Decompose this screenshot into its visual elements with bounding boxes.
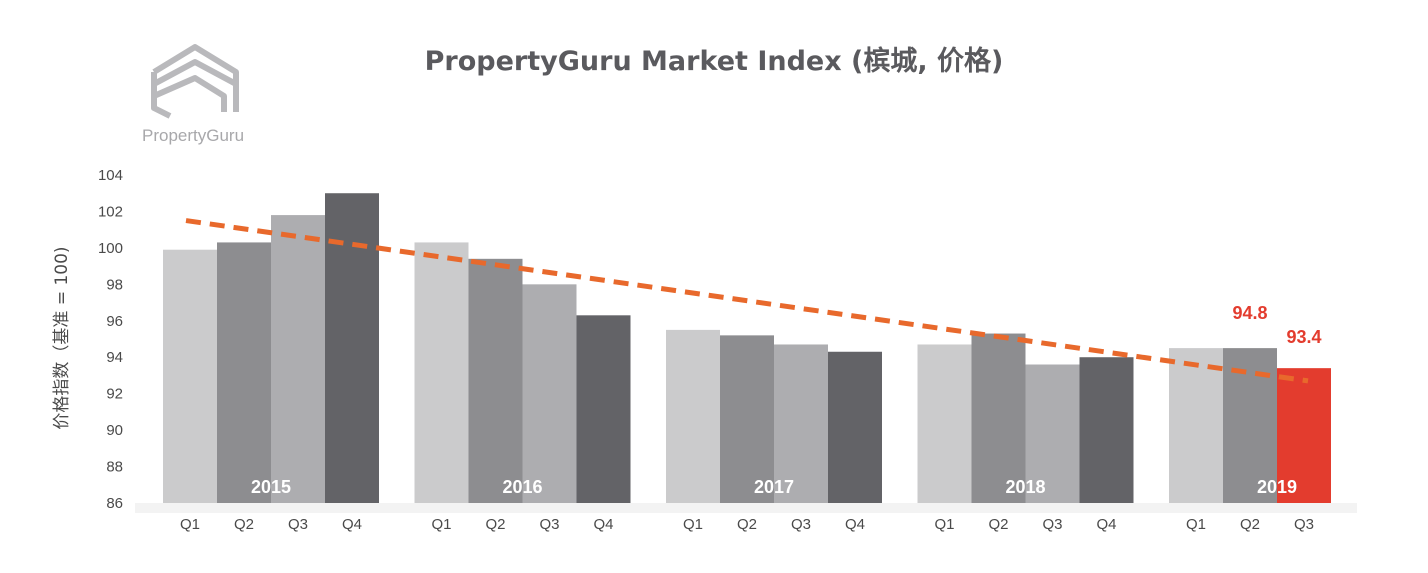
year-label-2016: 2016 bbox=[502, 477, 542, 497]
brand-name: PropertyGuru bbox=[142, 126, 244, 145]
quarter-label: Q3 bbox=[1294, 516, 1314, 533]
quarter-label: Q4 bbox=[593, 516, 613, 533]
quarter-label: Q2 bbox=[988, 516, 1008, 533]
quarter-label: Q3 bbox=[791, 516, 811, 533]
bar-2017-q4 bbox=[828, 351, 882, 503]
year-label-2015: 2015 bbox=[251, 477, 291, 497]
bar-2018-q4 bbox=[1079, 357, 1134, 503]
quarter-label: Q2 bbox=[234, 516, 254, 533]
y-tick-label: 104 bbox=[98, 167, 123, 184]
bar-2018-q2 bbox=[971, 333, 1026, 503]
y-tick-label: 96 bbox=[106, 313, 123, 330]
chart-title: PropertyGuru Market Index (槟城, 价格) bbox=[425, 45, 1004, 77]
y-tick-label: 98 bbox=[106, 276, 123, 293]
bar-2018-q3 bbox=[1025, 364, 1080, 503]
propertyguru-house-logo-icon bbox=[151, 44, 239, 119]
quarter-label: Q4 bbox=[845, 516, 865, 533]
quarter-label: Q2 bbox=[485, 516, 505, 533]
quarter-label: Q1 bbox=[683, 516, 703, 533]
y-tick-label: 90 bbox=[106, 422, 123, 439]
trend-line bbox=[185, 218, 1309, 384]
quarter-label: Q1 bbox=[431, 516, 451, 533]
quarter-label: Q4 bbox=[342, 516, 362, 533]
data-labels: 94.8 93.4 bbox=[1232, 303, 1321, 347]
quarter-label: Q2 bbox=[737, 516, 757, 533]
quarter-label: Q3 bbox=[1042, 516, 1062, 533]
year-labels: 2015 2016 2017 2018 2019 bbox=[251, 477, 1297, 497]
y-tick-label: 100 bbox=[98, 240, 123, 257]
quarter-label: Q1 bbox=[934, 516, 954, 533]
y-tick-label: 88 bbox=[106, 459, 123, 476]
year-label-2019: 2019 bbox=[1257, 477, 1297, 497]
year-label-2017: 2017 bbox=[754, 477, 794, 497]
quarter-label: Q3 bbox=[288, 516, 308, 533]
y-tick-label: 92 bbox=[106, 386, 123, 403]
bar-2017-q1 bbox=[666, 329, 720, 503]
bar-2015-q1 bbox=[163, 249, 217, 503]
quarter-labels: Q1 Q2 Q3 Q4 Q1 Q2 Q3 Q4 Q1 Q2 Q3 Q4 Q1 Q2 Q3 Q4 Q1 Q2 Q3 bbox=[180, 516, 1314, 533]
quarter-label: Q3 bbox=[539, 516, 559, 533]
y-tick-label: 94 bbox=[106, 349, 123, 366]
bar-2016-q3 bbox=[522, 284, 577, 503]
y-tick-label: 86 bbox=[106, 495, 123, 512]
quarter-label: Q1 bbox=[1186, 516, 1206, 533]
bar-2017-q2 bbox=[720, 335, 774, 503]
bar-2018-q1 bbox=[917, 344, 972, 503]
bar-2016-q1 bbox=[414, 242, 469, 503]
bar-2019-q3 bbox=[1277, 368, 1331, 503]
bar-2017-q3 bbox=[774, 344, 828, 503]
bar-2016-q4 bbox=[576, 315, 631, 503]
bars bbox=[163, 193, 1331, 504]
bar-2015-q4 bbox=[325, 193, 379, 503]
x-axis-band bbox=[135, 503, 1357, 513]
bar-2015-q3 bbox=[271, 215, 325, 504]
quarter-label: Q1 bbox=[180, 516, 200, 533]
y-axis-label: 价格指数（基准 = 100) bbox=[52, 246, 72, 429]
data-label: 93.4 bbox=[1286, 327, 1321, 347]
bar-2019-q1 bbox=[1169, 348, 1223, 503]
data-label: 94.8 bbox=[1232, 303, 1267, 323]
y-tick-label: 102 bbox=[98, 203, 123, 220]
quarter-label: Q2 bbox=[1240, 516, 1260, 533]
bar-2015-q2 bbox=[217, 242, 271, 503]
year-label-2018: 2018 bbox=[1005, 477, 1045, 497]
bar-2016-q2 bbox=[468, 258, 523, 503]
quarter-label: Q4 bbox=[1096, 516, 1116, 533]
y-axis-ticks: 86 88 90 92 94 96 98 100 102 104 bbox=[98, 167, 123, 512]
